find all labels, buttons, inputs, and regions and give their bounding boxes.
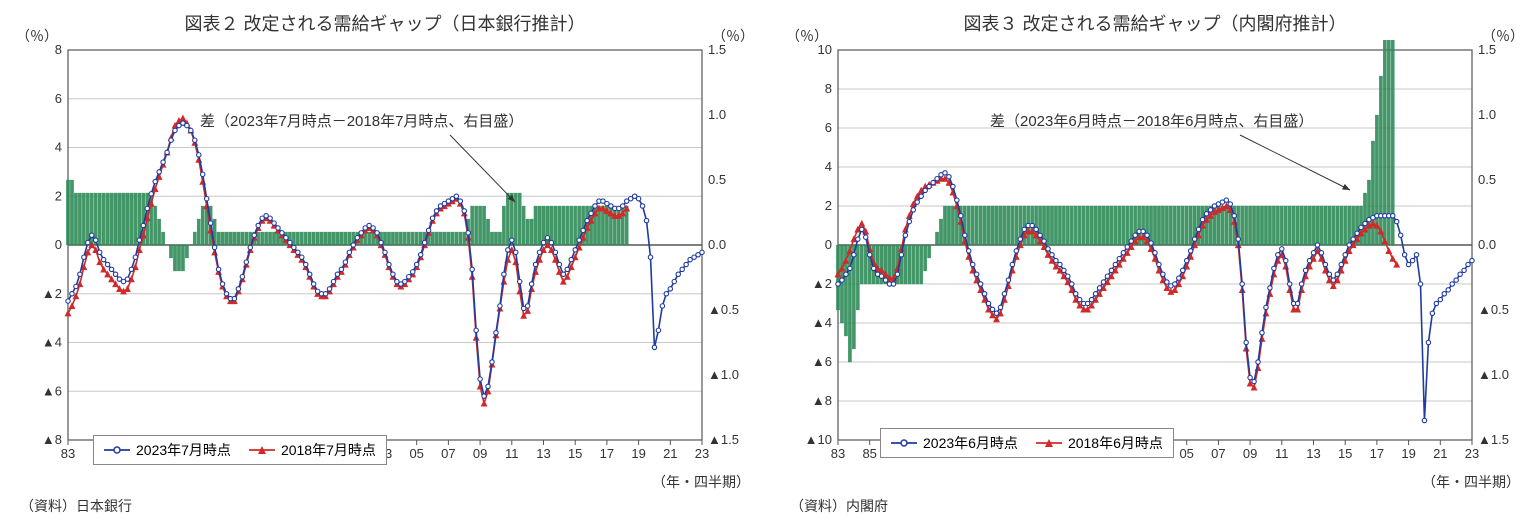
svg-text:1.5: 1.5 xyxy=(708,42,726,57)
svg-text:05: 05 xyxy=(1179,446,1193,461)
source-label: （資料）日本銀行 xyxy=(20,496,750,516)
svg-text:15: 15 xyxy=(1338,446,1352,461)
svg-text:6: 6 xyxy=(55,91,62,106)
svg-text:0.0: 0.0 xyxy=(708,237,726,252)
svg-text:▲10: ▲10 xyxy=(805,432,832,447)
svg-text:▲1.0: ▲1.0 xyxy=(1478,367,1509,382)
svg-text:▲2: ▲2 xyxy=(42,286,62,301)
svg-text:2: 2 xyxy=(55,188,62,203)
legend-item-old: 2018年6月時点 xyxy=(1036,433,1163,453)
legend-label-current: 2023年7月時点 xyxy=(136,440,231,460)
svg-text:▲1.5: ▲1.5 xyxy=(1478,432,1509,447)
svg-text:8: 8 xyxy=(55,42,62,57)
chart-svg: ▲8▲6▲4▲202468▲1.5▲1.0▲0.50.00.51.01.5838… xyxy=(20,40,750,470)
legend: 2023年7月時点 2018年7月時点 xyxy=(93,435,387,465)
legend-swatch-old-icon xyxy=(1036,436,1062,450)
svg-text:▲6: ▲6 xyxy=(42,383,62,398)
legend-swatch-current-icon xyxy=(104,443,130,457)
legend-item-old: 2018年7月時点 xyxy=(249,440,376,460)
svg-text:21: 21 xyxy=(663,446,677,461)
svg-text:07: 07 xyxy=(1211,446,1225,461)
diff-annotation: 差（2023年6月時点－2018年6月時点、右目盛） xyxy=(990,110,1313,131)
svg-text:▲4: ▲4 xyxy=(812,315,832,330)
legend: 2023年6月時点 2018年6月時点 xyxy=(880,428,1174,458)
xaxis-label: （年・四半期） xyxy=(790,472,1520,492)
legend-swatch-current-icon xyxy=(891,436,917,450)
plot-area-right: ▲10 ▲8 ▲6 ▲4 ▲2 0 2 4 6 8 10 ▲1.5 ▲1.0 ▲0.5 0.0 0.5 1.0 1… xyxy=(790,40,1520,470)
svg-text:09: 09 xyxy=(1243,446,1257,461)
svg-text:83: 83 xyxy=(61,446,75,461)
legend-item-current: 2023年6月時点 xyxy=(891,433,1018,453)
legend-swatch-old-icon xyxy=(249,443,275,457)
xaxis-label: （年・四半期） xyxy=(20,472,750,492)
chart-title: 図表３ 改定される需給ギャップ（内閣府推計） xyxy=(790,10,1520,36)
svg-text:11: 11 xyxy=(505,446,519,461)
svg-text:4: 4 xyxy=(55,140,62,155)
svg-text:▲1.0: ▲1.0 xyxy=(708,367,739,382)
svg-text:▲6: ▲6 xyxy=(812,354,832,369)
svg-text:23: 23 xyxy=(1465,446,1479,461)
legend-label-current: 2023年6月時点 xyxy=(923,433,1018,453)
svg-text:▲8: ▲8 xyxy=(812,393,832,408)
svg-text:13: 13 xyxy=(536,446,550,461)
chart-panel-left: 図表２ 改定される需給ギャップ（日本銀行推計） （％） （％） ▲8▲6▲4▲2… xyxy=(0,0,770,526)
svg-text:09: 09 xyxy=(473,446,487,461)
svg-text:05: 05 xyxy=(409,446,423,461)
svg-text:11: 11 xyxy=(1275,446,1289,461)
svg-text:1.0: 1.0 xyxy=(1478,107,1496,122)
chart-title: 図表２ 改定される需給ギャップ（日本銀行推計） xyxy=(20,10,750,36)
svg-text:0: 0 xyxy=(825,237,832,252)
svg-text:0.5: 0.5 xyxy=(1478,172,1496,187)
svg-text:0: 0 xyxy=(55,237,62,252)
svg-text:15: 15 xyxy=(568,446,582,461)
source-label: （資料）内閣府 xyxy=(790,496,1520,516)
svg-text:6: 6 xyxy=(825,120,832,135)
svg-text:1.0: 1.0 xyxy=(708,107,726,122)
svg-text:19: 19 xyxy=(1401,446,1415,461)
svg-text:4: 4 xyxy=(825,159,832,174)
legend-label-old: 2018年6月時点 xyxy=(1068,433,1163,453)
svg-text:▲4: ▲4 xyxy=(42,335,62,350)
svg-text:21: 21 xyxy=(1433,446,1447,461)
svg-text:0.0: 0.0 xyxy=(1478,237,1496,252)
svg-text:83: 83 xyxy=(831,446,845,461)
svg-text:8: 8 xyxy=(825,81,832,96)
svg-text:1.5: 1.5 xyxy=(1478,42,1496,57)
chart-panel-right: 図表３ 改定される需給ギャップ（内閣府推計） （％） （％） ▲10▲8▲6▲4… xyxy=(770,0,1540,526)
svg-text:▲0.5: ▲0.5 xyxy=(708,302,739,317)
svg-text:2: 2 xyxy=(825,198,832,213)
chart-svg: ▲10 ▲8 ▲6 ▲4 ▲2 0 2 4 6 8 10 ▲1.5 ▲1.0 ▲0.5 0.0 0.5 1.0 1… xyxy=(790,40,1520,470)
svg-text:▲2: ▲2 xyxy=(812,276,832,291)
svg-text:17: 17 xyxy=(1370,446,1384,461)
svg-text:▲1.5: ▲1.5 xyxy=(708,432,739,447)
svg-text:23: 23 xyxy=(695,446,709,461)
svg-text:▲0.5: ▲0.5 xyxy=(1478,302,1509,317)
legend-item-current: 2023年7月時点 xyxy=(104,440,231,460)
svg-text:13: 13 xyxy=(1306,446,1320,461)
svg-text:07: 07 xyxy=(441,446,455,461)
svg-text:0.5: 0.5 xyxy=(708,172,726,187)
legend-label-old: 2018年7月時点 xyxy=(281,440,376,460)
diff-annotation: 差（2023年7月時点－2018年7月時点、右目盛） xyxy=(200,110,523,131)
svg-text:19: 19 xyxy=(631,446,645,461)
svg-text:85: 85 xyxy=(862,446,876,461)
svg-text:10: 10 xyxy=(818,42,832,57)
svg-text:17: 17 xyxy=(600,446,614,461)
plot-area-left: ▲8▲6▲4▲202468▲1.5▲1.0▲0.50.00.51.01.5838… xyxy=(20,40,750,470)
svg-text:▲8: ▲8 xyxy=(42,432,62,447)
